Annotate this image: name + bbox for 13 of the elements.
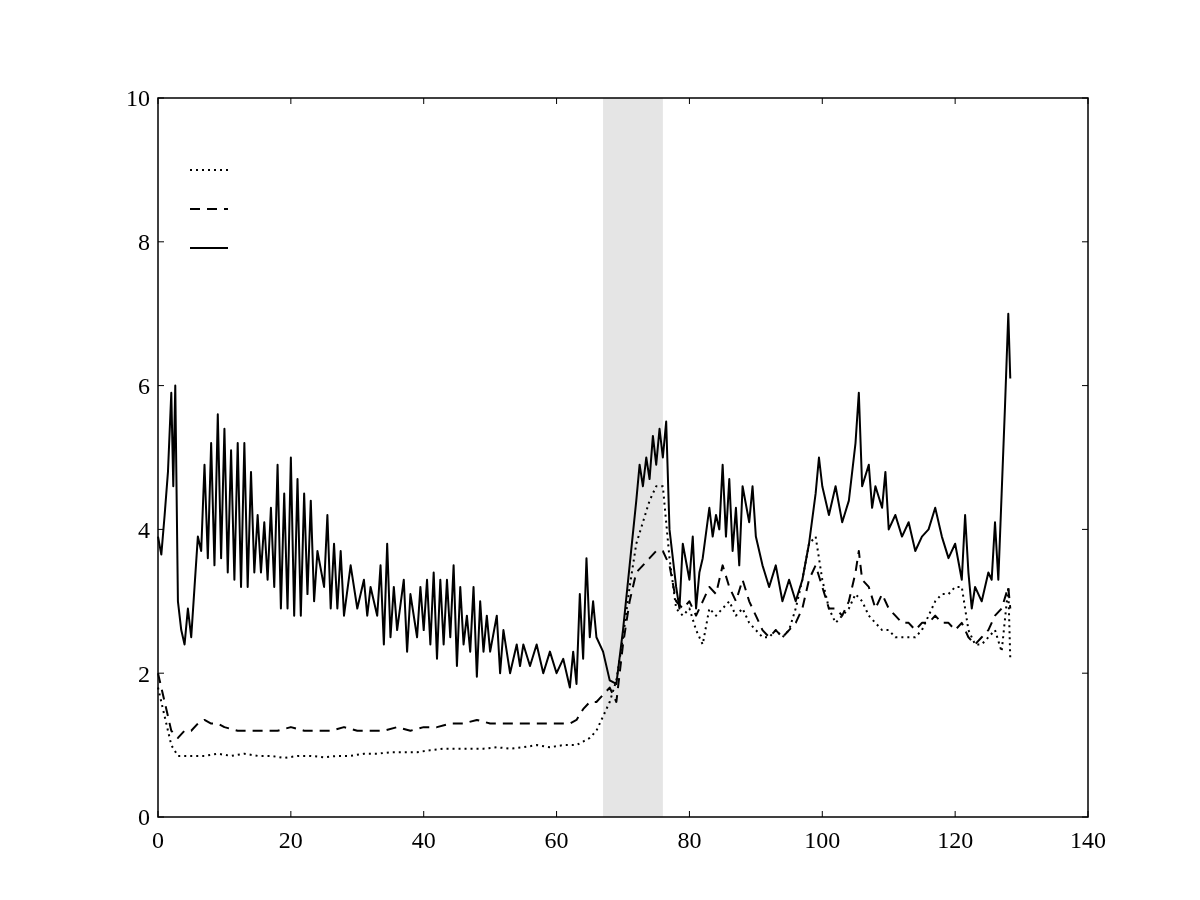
y-tick-label: 8 — [138, 229, 150, 256]
y-tick-label: 4 — [138, 516, 150, 543]
y-tick-label: 2 — [138, 660, 150, 687]
x-tick-label: 40 — [411, 827, 436, 853]
x-tick-label: 80 — [677, 827, 702, 853]
y-tick-label: 10 — [126, 85, 150, 112]
y-tick-label: 6 — [138, 373, 150, 399]
x-tick-label: 120 — [937, 827, 974, 853]
x-tick-label: 140 — [1070, 827, 1106, 853]
x-tick-label: 60 — [544, 827, 569, 853]
y-tick-label: 0 — [138, 804, 150, 831]
x-tick-label: 20 — [278, 827, 303, 853]
x-tick-label: 100 — [804, 827, 841, 853]
